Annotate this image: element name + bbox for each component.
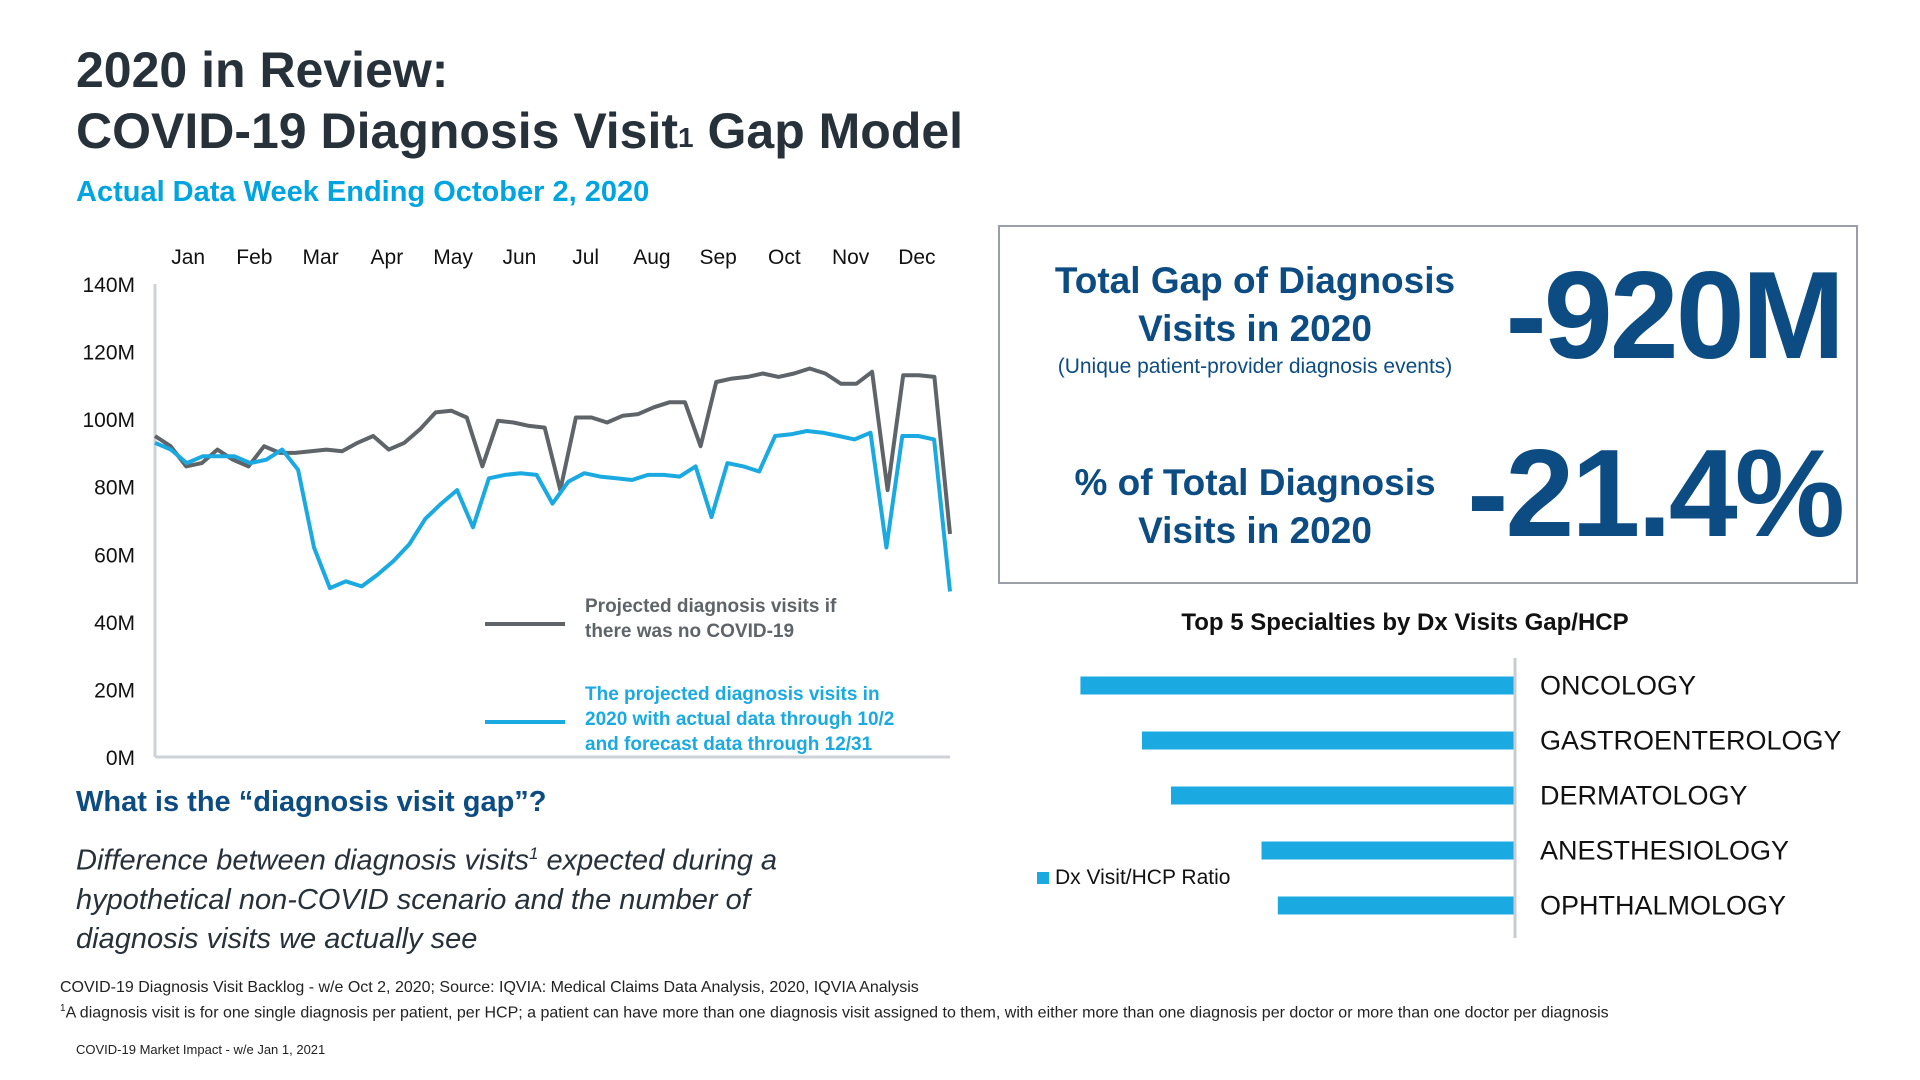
source-line: COVID-19 Diagnosis Visit Backlog - w/e O… [60, 979, 919, 996]
title-footnote-marker: 1 [678, 122, 694, 153]
y-tick-label: 0M [106, 747, 135, 770]
projected-series-line [153, 366, 952, 535]
specialty-gap-bar-chart: Top 5 Specialties by Dx Visits Gap/HCP ON… [1037, 609, 1842, 938]
gap-kpi-note: (Unique patient-provider diagnosis event… [1057, 355, 1453, 378]
specialty-bar [1170, 786, 1515, 805]
x-tick-label: Apr [371, 246, 404, 269]
specialty-bar [1080, 676, 1515, 695]
source-notes: COVID-19 Diagnosis Visit Backlog - w/e O… [60, 977, 1609, 1023]
y-tick-label: 60M [94, 544, 135, 567]
title-line-2-end: Gap Model [693, 103, 964, 159]
pct-kpi-label-line1: % of Total Diagnosis [1074, 462, 1436, 503]
specialty-label: OPHTHALMOLOGY [1540, 891, 1786, 921]
specialty-bar [1261, 841, 1515, 860]
specialty-label: ANESTHESIOLOGY [1540, 836, 1789, 866]
kpi-panel: Total Gap of Diagnosis Visits in 2020 (U… [998, 225, 1858, 584]
gap-kpi-value: -920M [1505, 247, 1845, 385]
gap-kpi-label-line2: Visits in 2020 [1138, 308, 1372, 349]
question-body-end: expected during a hypothetical non-COVID… [76, 844, 778, 955]
x-tick-label: Jun [502, 246, 536, 269]
title-line-2: COVID-19 Diagnosis Visit [76, 103, 679, 159]
y-tick-label: 40M [94, 612, 135, 635]
footnote-text: A diagnosis visit is for one single diag… [65, 1004, 1609, 1022]
diagnosis-visits-line-chart: 0M 20M 40M 60M 80M 100M 120M 140M Jan Feb Mar Apr Ma… [82, 246, 952, 770]
y-tick-label: 140M [82, 274, 135, 297]
bar-legend-label: Dx Visit/HCP Ratio [1055, 866, 1230, 889]
specialty-bar [1141, 731, 1515, 750]
actual-legend-line: The projected diagnosis visits in [585, 684, 880, 705]
gap-kpi-label-line1: Total Gap of Diagnosis [1054, 260, 1456, 301]
x-tick-label: Jan [171, 246, 205, 269]
y-tick-label: 80M [94, 477, 135, 500]
gap-kpi-label: Total Gap of Diagnosis Visits in 2020 [1020, 257, 1490, 353]
slide-footer: COVID-19 Market Impact - w/e Jan 1, 2021 [76, 1042, 326, 1057]
x-tick-label: May [433, 246, 473, 269]
y-tick-label: 100M [82, 409, 135, 432]
projected-legend-line: there was no COVID-19 [585, 621, 794, 642]
specialty-bar [1277, 896, 1515, 915]
pct-kpi-label: % of Total Diagnosis Visits in 2020 [1020, 459, 1490, 555]
question-footnote-marker: 1 [528, 844, 539, 863]
x-tick-label: Aug [633, 246, 670, 269]
specialty-label: ONCOLOGY [1540, 671, 1696, 701]
x-tick-label: Jul [572, 246, 599, 269]
x-tick-label: Sep [699, 246, 736, 269]
bar-chart-title: Top 5 Specialties by Dx Visits Gap/HCP [1181, 609, 1628, 636]
x-tick-label: Nov [832, 246, 870, 269]
x-tick-label: Mar [303, 246, 339, 269]
x-tick-label: Dec [898, 246, 935, 269]
projected-legend-line: Projected diagnosis visits if [585, 596, 837, 617]
slide-title: 2020 in Review: COVID-19 Diagnosis Visit… [76, 40, 963, 162]
pct-kpi-value: -21.4% [1467, 425, 1845, 563]
specialty-label: DERMATOLOGY [1540, 781, 1748, 811]
bar-legend-swatch [1037, 872, 1049, 884]
projected-legend-label: Projected diagnosis visits if there was n… [585, 596, 837, 642]
question-heading: What is the “diagnosis visit gap”? [76, 786, 547, 818]
question-body: Difference between diagnosis visits1 exp… [76, 834, 876, 959]
footnote-line: 1A diagnosis visit is for one single dia… [60, 998, 1609, 1023]
actual-legend-line: 2020 with actual data through 10/2 [585, 709, 894, 730]
footnote-marker: 1 [60, 1003, 66, 1014]
pct-kpi-label-line2: Visits in 2020 [1138, 510, 1372, 551]
y-tick-label: 20M [94, 679, 135, 702]
x-tick-label: Feb [236, 246, 272, 269]
slide-subtitle: Actual Data Week Ending October 2, 2020 [76, 176, 650, 208]
question-body-start: Difference between diagnosis visits [76, 844, 529, 877]
title-line-1: 2020 in Review: [76, 42, 449, 98]
specialty-label: GASTROENTEROLOGY [1540, 726, 1842, 756]
x-tick-label: Oct [768, 246, 801, 269]
y-tick-label: 120M [82, 342, 135, 365]
actual-legend-label: The projected diagnosis visits in 2020 wi… [585, 684, 894, 755]
actual-series-line [154, 429, 952, 592]
actual-legend-line: and forecast data through 12/31 [585, 734, 873, 755]
